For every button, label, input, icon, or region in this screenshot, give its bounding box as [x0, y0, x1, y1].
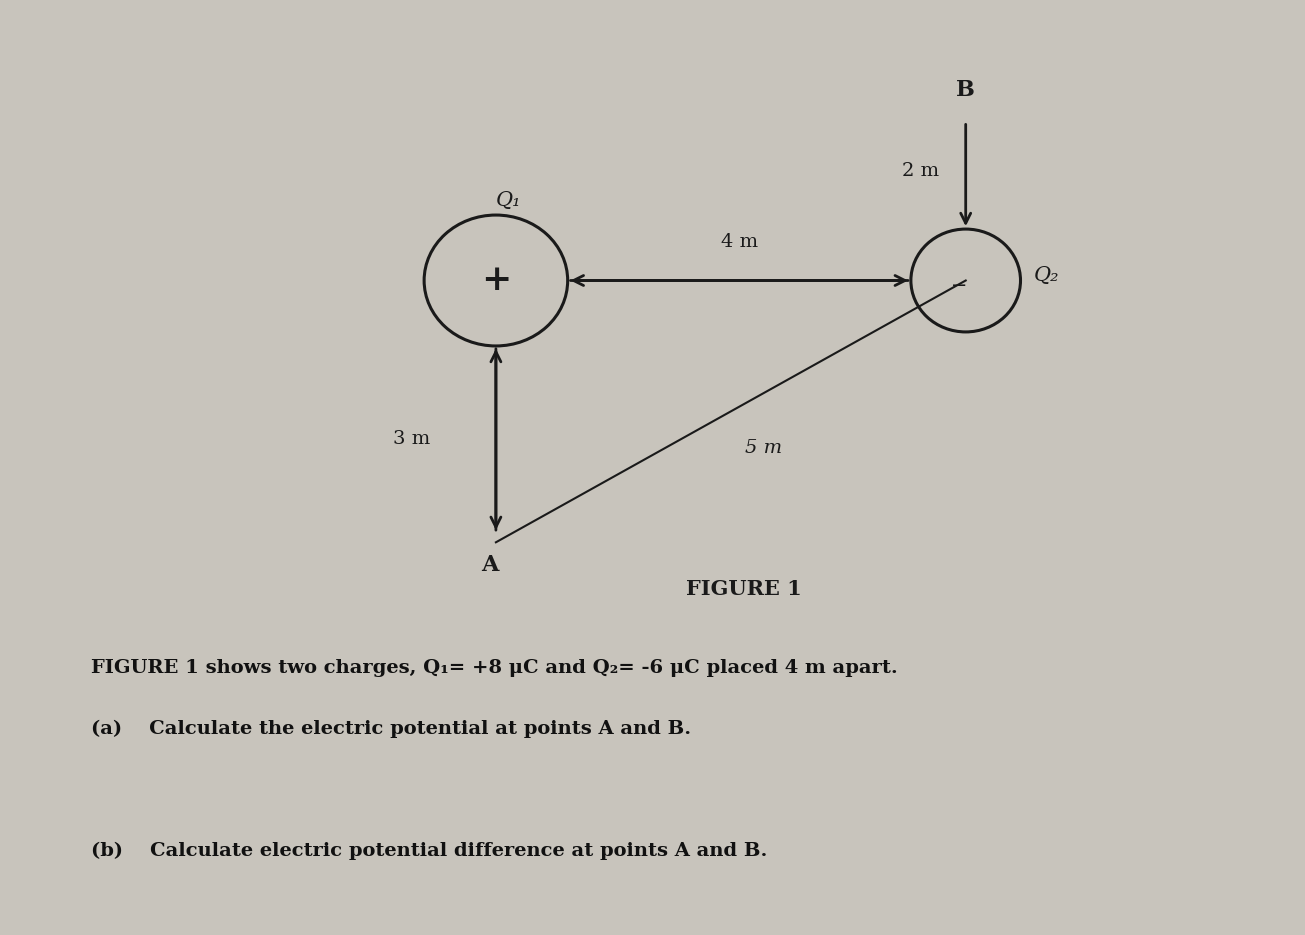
- Text: 2 m: 2 m: [903, 162, 940, 180]
- Text: FIGURE 1: FIGURE 1: [686, 579, 801, 599]
- Text: A: A: [480, 554, 499, 576]
- Text: (a)    Calculate the electric potential at points A and B.: (a) Calculate the electric potential at …: [91, 720, 692, 739]
- Text: Q₂: Q₂: [1034, 266, 1060, 285]
- Text: +: +: [480, 264, 512, 297]
- Text: Q₁: Q₁: [496, 192, 522, 210]
- Text: 3 m: 3 m: [393, 430, 431, 449]
- Text: (b)    Calculate electric potential difference at points A and B.: (b) Calculate electric potential differe…: [91, 842, 767, 860]
- Text: −: −: [951, 276, 967, 295]
- Text: FIGURE 1 shows two charges, Q₁= +8 μC and Q₂= -6 μC placed 4 m apart.: FIGURE 1 shows two charges, Q₁= +8 μC an…: [91, 659, 898, 677]
- Text: 5 m: 5 m: [745, 439, 782, 457]
- Text: 4 m: 4 m: [720, 233, 758, 251]
- Text: B: B: [957, 79, 975, 101]
